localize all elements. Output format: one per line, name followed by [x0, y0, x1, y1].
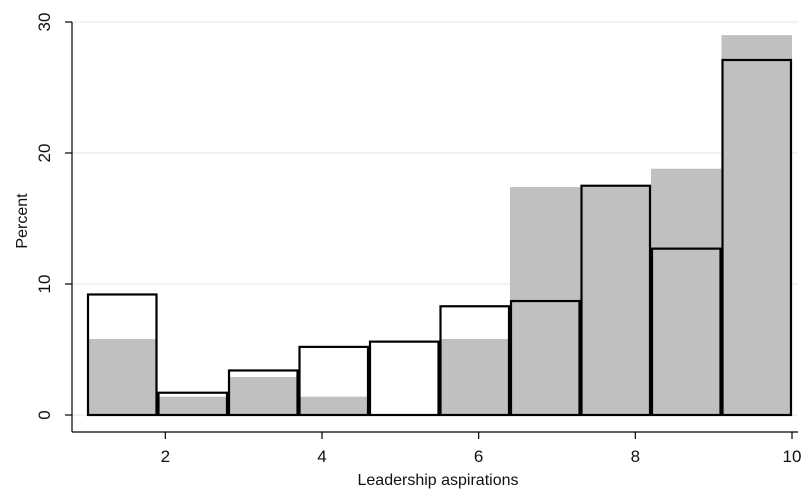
outline-bar: [227, 369, 299, 417]
outline-bar: [580, 184, 652, 417]
filled-bar: [298, 396, 369, 415]
filled-bar: [721, 35, 792, 415]
axes: [65, 21, 798, 439]
y-tick-label: 0: [35, 410, 54, 419]
tick-labels: 0 10 20 30 2 4 6 8 10: [35, 13, 801, 466]
x-tick-label: 10: [783, 447, 802, 466]
outline-bar: [650, 247, 722, 417]
y-tick-label: 10: [35, 275, 54, 294]
outline-bar: [157, 391, 229, 417]
outline-bar: [86, 293, 158, 417]
x-tick-label: 2: [161, 447, 170, 466]
x-tick-label: 6: [474, 447, 483, 466]
filled-bar: [580, 187, 651, 415]
y-tick-label: 30: [35, 13, 54, 32]
y-axis-title: Percent: [14, 193, 31, 249]
x-tick-label: 8: [631, 447, 640, 466]
filled-bars: [87, 35, 792, 415]
outline-bar: [298, 345, 370, 417]
filled-bar: [439, 339, 510, 415]
filled-bar: [87, 339, 158, 415]
outline-bar: [721, 58, 793, 417]
outline-bar: [368, 340, 440, 417]
filled-bar: [157, 396, 228, 415]
outline-bars: [86, 58, 793, 417]
filled-bar: [651, 168, 722, 415]
filled-bar: [228, 377, 299, 415]
outline-bar: [439, 305, 511, 417]
x-tick-label: 4: [317, 447, 326, 466]
y-tick-label: 20: [35, 144, 54, 163]
x-axis-title: Leadership aspirations: [358, 472, 519, 489]
outline-bar: [509, 299, 581, 417]
